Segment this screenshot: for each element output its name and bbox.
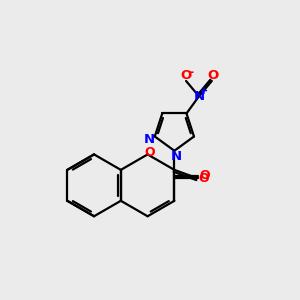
Text: O: O xyxy=(199,169,210,182)
Text: N: N xyxy=(170,150,182,163)
Text: O: O xyxy=(144,146,155,159)
Text: -: - xyxy=(188,66,194,79)
Text: N: N xyxy=(144,133,155,146)
Text: O: O xyxy=(198,172,209,184)
Text: O: O xyxy=(181,69,192,82)
Text: N: N xyxy=(194,90,205,103)
Text: O: O xyxy=(208,69,219,82)
Text: +: + xyxy=(200,86,208,96)
